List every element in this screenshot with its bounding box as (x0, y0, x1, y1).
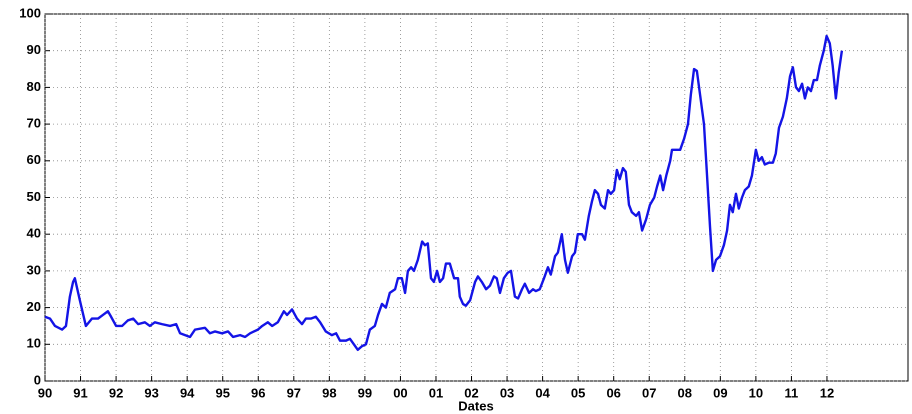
x-tick-label: 97 (287, 385, 301, 400)
x-tick-label: 07 (642, 385, 656, 400)
x-tick-label: 12 (820, 385, 834, 400)
x-tick-label: 08 (678, 385, 692, 400)
y-tick-label: 40 (27, 226, 41, 241)
x-tick-label: 00 (393, 385, 407, 400)
y-tick-label: 90 (27, 42, 41, 57)
x-tick-label: 92 (109, 385, 123, 400)
y-tick-label: 100 (19, 5, 41, 20)
x-tick-label: 90 (38, 385, 52, 400)
y-tick-label: 60 (27, 152, 41, 167)
y-tick-label: 20 (27, 299, 41, 314)
x-tick-label: 05 (571, 385, 585, 400)
x-tick-label: 06 (606, 385, 620, 400)
x-tick-label: 11 (785, 385, 799, 400)
x-tick-label: 01 (429, 385, 443, 400)
x-tick-label: 10 (749, 385, 763, 400)
x-tick-label: 03 (500, 385, 514, 400)
x-tick-label: 94 (180, 385, 195, 400)
x-tick-label: 96 (251, 385, 265, 400)
y-tick-label: 10 (27, 336, 41, 351)
x-tick-label: 93 (144, 385, 158, 400)
plot-frame (44, 13, 909, 382)
data-line (44, 34, 844, 352)
y-tick-label: 30 (27, 262, 41, 277)
y-tick-label: 0 (34, 372, 41, 387)
x-tick-label: 91 (73, 385, 87, 400)
x-axis-label: Dates (458, 398, 493, 413)
y-tick-label: 70 (27, 116, 41, 131)
x-tick-label: 02 (464, 385, 478, 400)
x-tick-label: 95 (215, 385, 229, 400)
x-tick-label: 09 (713, 385, 727, 400)
x-tick-label: 98 (322, 385, 336, 400)
x-tick-label: 04 (535, 385, 550, 400)
y-tick-label: 50 (27, 189, 41, 204)
x-tick-label: 99 (358, 385, 372, 400)
y-tick-label: 80 (27, 79, 41, 94)
